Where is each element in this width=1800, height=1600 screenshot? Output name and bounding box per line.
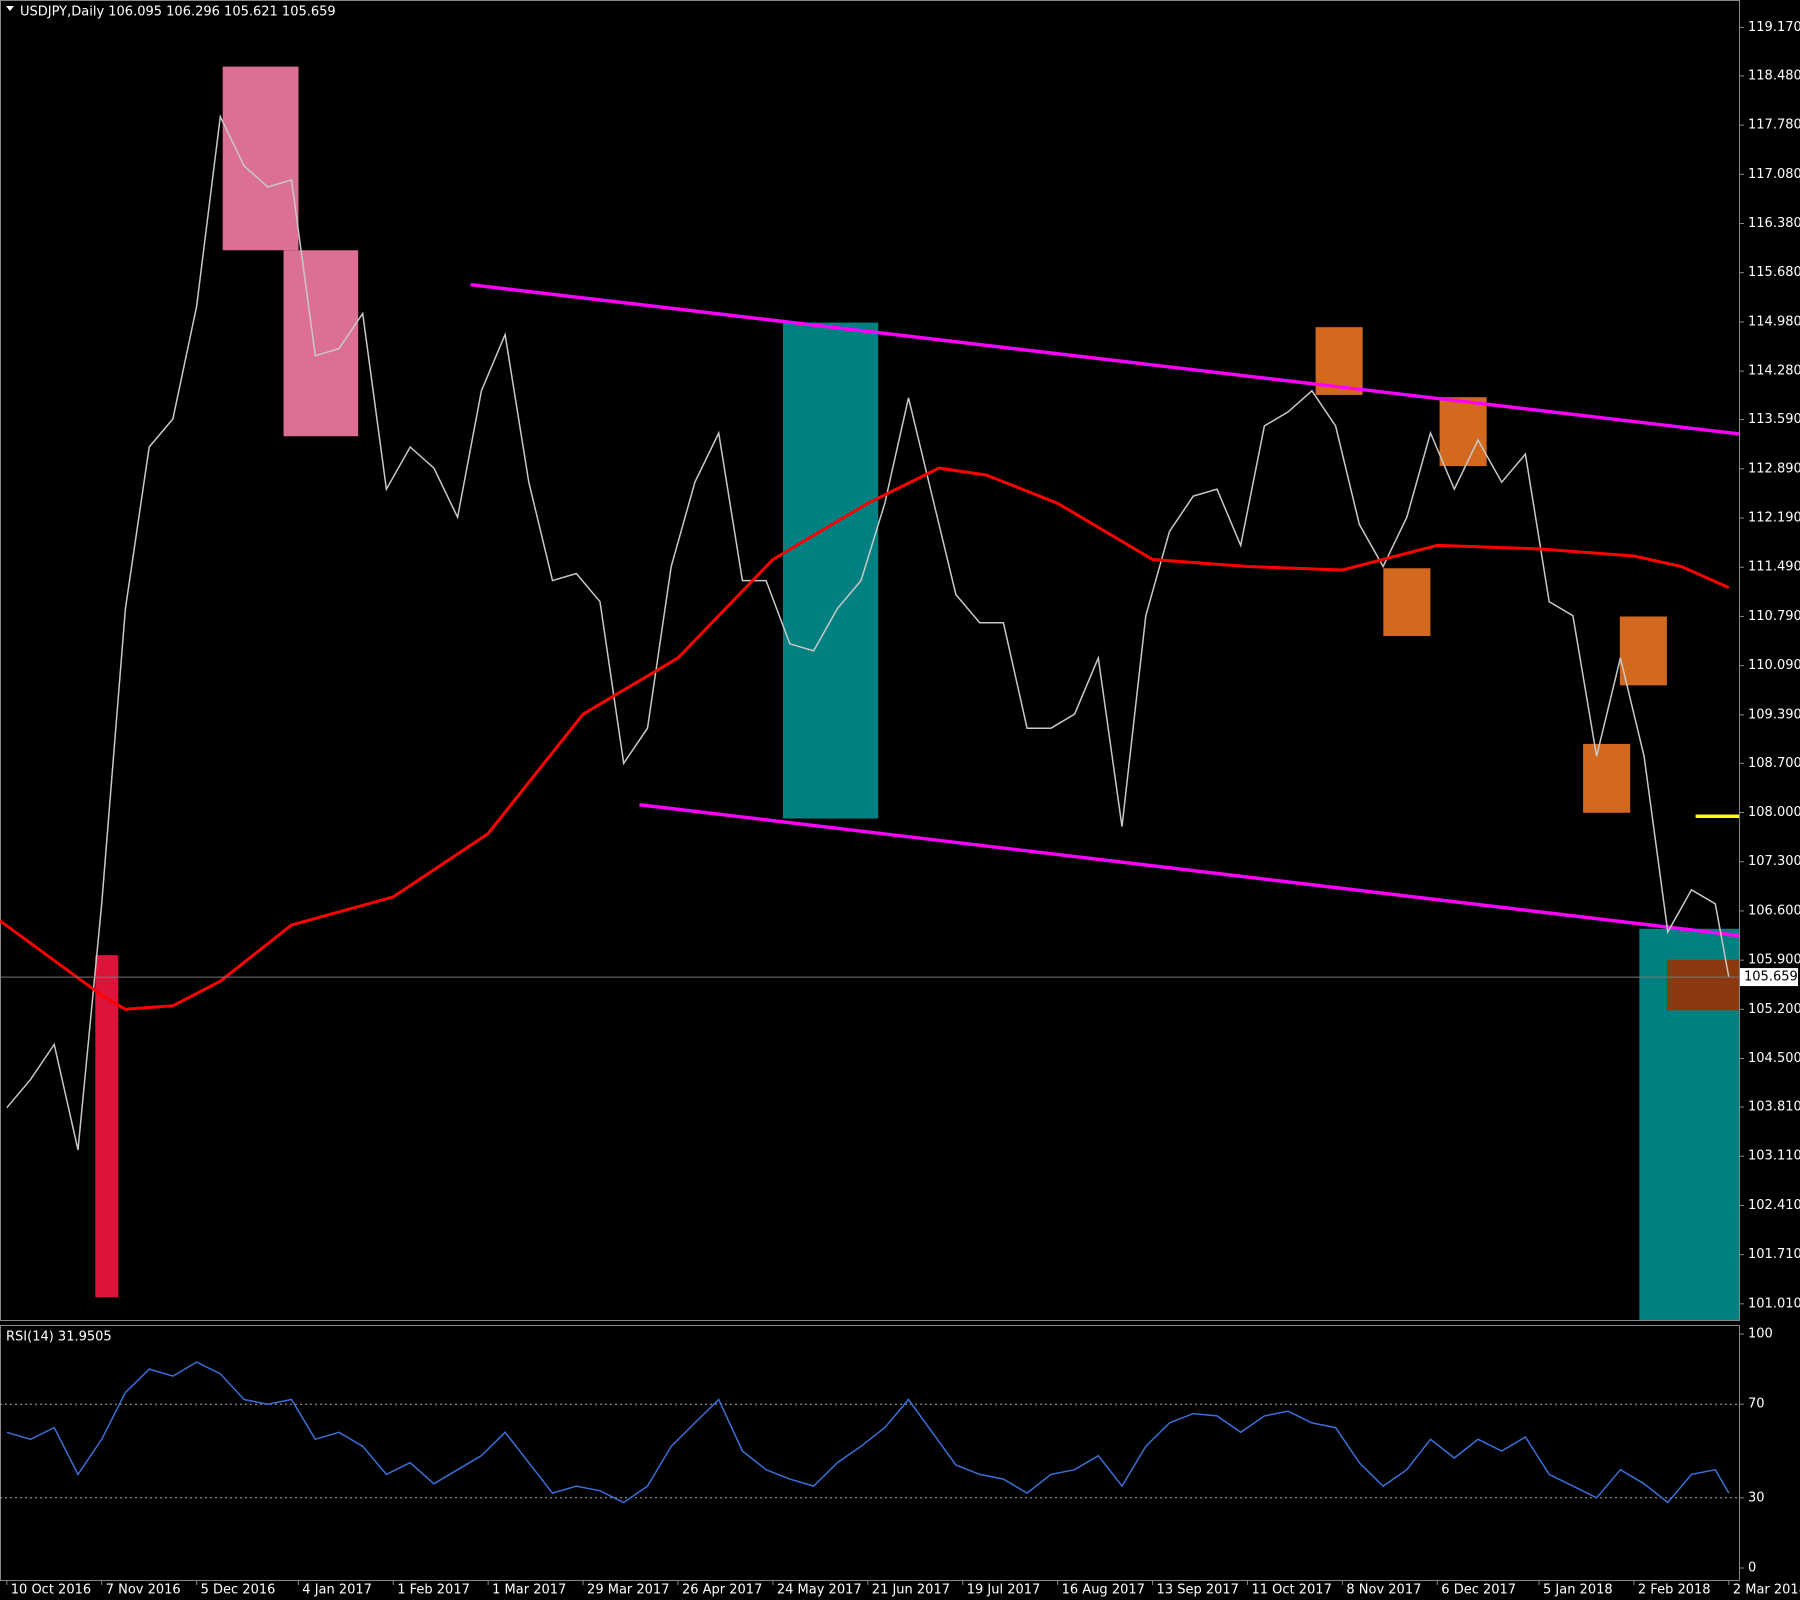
x-tick-label: 16 Aug 2017 bbox=[1062, 1583, 1145, 1598]
y-tick-label: 108.700 bbox=[1748, 756, 1800, 771]
y-tick-label: 118.480 bbox=[1748, 68, 1800, 83]
y-tick-label: 102.410 bbox=[1748, 1198, 1800, 1213]
x-tick-label: 4 Jan 2017 bbox=[302, 1583, 372, 1598]
y-tick-label: 110.790 bbox=[1748, 609, 1800, 624]
box bbox=[1583, 743, 1631, 813]
box bbox=[95, 955, 119, 1298]
y-tick-label: 115.680 bbox=[1748, 265, 1800, 280]
drawn-objects bbox=[95, 66, 1740, 1321]
menu-arrow[interactable] bbox=[6, 6, 14, 11]
box bbox=[782, 322, 879, 819]
x-tick-label: 13 Sep 2017 bbox=[1157, 1583, 1239, 1598]
box bbox=[1666, 959, 1740, 1011]
x-tick-label: 2 Mar 2018 bbox=[1733, 1583, 1800, 1598]
y-tick-label: 105.200 bbox=[1748, 1002, 1800, 1017]
box bbox=[1383, 568, 1431, 636]
y-tick-label: 117.080 bbox=[1748, 167, 1800, 182]
y-tick-label: 104.500 bbox=[1748, 1051, 1800, 1066]
current-price-label: 105.659 bbox=[1744, 970, 1798, 985]
x-tick-label: 26 Apr 2017 bbox=[682, 1583, 762, 1598]
x-tick-label: 1 Feb 2017 bbox=[397, 1583, 470, 1598]
rsi-panel-frame bbox=[0, 1325, 1740, 1581]
y-tick-label: 70 bbox=[1748, 1397, 1765, 1412]
chart-title: USDJPY,Daily 106.095 106.296 105.621 105… bbox=[20, 5, 336, 20]
price-panel-frame bbox=[0, 0, 1740, 1321]
y-tick-label: 106.600 bbox=[1748, 903, 1800, 918]
x-tick-label: 5 Jan 2018 bbox=[1543, 1583, 1613, 1598]
x-tick-label: 8 Nov 2017 bbox=[1346, 1583, 1421, 1598]
y-tick-label: 101.710 bbox=[1748, 1247, 1800, 1262]
x-tick-label: 24 May 2017 bbox=[777, 1583, 862, 1598]
trendline bbox=[639, 803, 1740, 938]
box bbox=[1619, 616, 1667, 686]
x-tick-label: 6 Dec 2017 bbox=[1441, 1583, 1516, 1598]
current-price-box bbox=[1740, 968, 1798, 987]
y-tick-label: 119.170 bbox=[1748, 20, 1800, 35]
x-tick-label: 19 Jul 2017 bbox=[967, 1583, 1041, 1598]
x-tick-label: 21 Jun 2017 bbox=[872, 1583, 950, 1598]
x-tick-label: 7 Nov 2016 bbox=[106, 1583, 181, 1598]
y-tick-label: 114.980 bbox=[1748, 314, 1800, 329]
series-line bbox=[0, 466, 1730, 1011]
x-tick-label: 29 Mar 2017 bbox=[587, 1583, 669, 1598]
y-tick-label: 113.590 bbox=[1748, 412, 1800, 427]
y-tick-label: 107.300 bbox=[1748, 854, 1800, 869]
trendline bbox=[470, 282, 1740, 436]
y-tick-label: 105.900 bbox=[1748, 953, 1800, 968]
y-tick-label: 110.090 bbox=[1748, 658, 1800, 673]
series-line bbox=[6, 1361, 1730, 1504]
box bbox=[1439, 397, 1487, 467]
y-tick-label: 112.190 bbox=[1748, 511, 1800, 526]
y-tick-label: 112.890 bbox=[1748, 461, 1800, 476]
x-tick-label: 11 Oct 2017 bbox=[1251, 1583, 1331, 1598]
y-tick-label: 111.490 bbox=[1748, 560, 1800, 575]
x-tick-label: 10 Oct 2016 bbox=[11, 1583, 91, 1598]
y-tick-label: 100 bbox=[1748, 1327, 1773, 1342]
box bbox=[283, 250, 359, 437]
y-tick-label: 103.810 bbox=[1748, 1100, 1800, 1115]
rsi-title: RSI(14) 31.9505 bbox=[6, 1330, 112, 1345]
y-tick-label: 117.780 bbox=[1748, 118, 1800, 133]
y-tick-label: 0 bbox=[1748, 1561, 1756, 1576]
box bbox=[222, 66, 299, 251]
y-tick-label: 30 bbox=[1748, 1490, 1765, 1505]
y-tick-label: 101.010 bbox=[1748, 1296, 1800, 1311]
x-tick-label: 1 Mar 2017 bbox=[492, 1583, 566, 1598]
x-tick-label: 5 Dec 2016 bbox=[201, 1583, 276, 1598]
y-tick-label: 116.380 bbox=[1748, 216, 1800, 231]
y-tick-label: 103.110 bbox=[1748, 1149, 1800, 1164]
x-tick-label: 2 Feb 2018 bbox=[1638, 1583, 1711, 1598]
series-line bbox=[6, 114, 1730, 1151]
y-tick-label: 108.000 bbox=[1748, 805, 1800, 820]
y-tick-label: 109.390 bbox=[1748, 707, 1800, 722]
y-tick-label: 114.280 bbox=[1748, 364, 1800, 379]
